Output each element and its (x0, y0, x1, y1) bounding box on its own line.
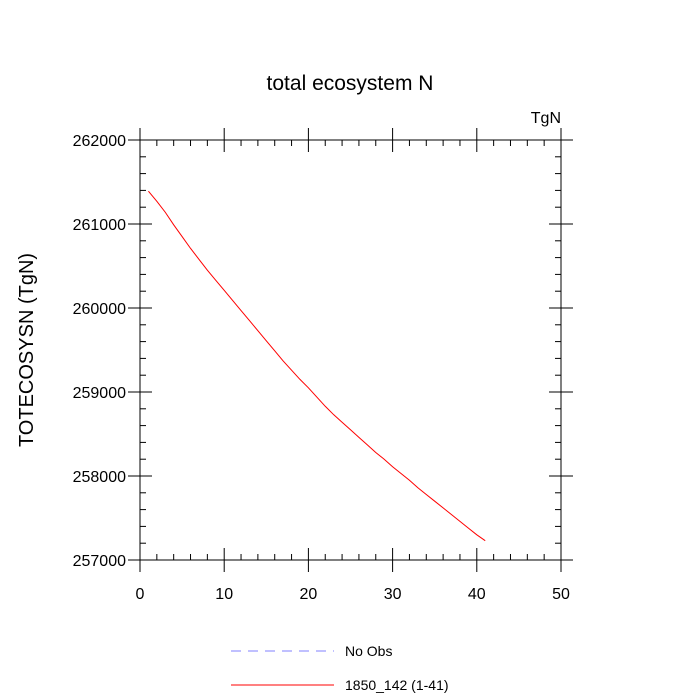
legend-label: 1850_142 (1-41) (345, 677, 449, 693)
y-axis-label: TOTECOSYSN (TgN) (16, 253, 38, 447)
y-tick-label: 260000 (73, 301, 126, 318)
chart-title: total ecosystem N (267, 72, 434, 95)
tick-labels: 0 10 20 30 40 50 257000 258000 259000 260000 26100… (73, 133, 570, 603)
x-tick-label: 50 (552, 586, 570, 603)
legend-label: No Obs (345, 643, 392, 659)
units-label: TgN (531, 110, 561, 127)
legend: No Obs 1850_142 (1-41) (231, 643, 449, 693)
x-tick-label: 0 (136, 586, 145, 603)
y-tick-label: 262000 (73, 133, 126, 150)
series-line (148, 190, 486, 542)
y-tick-label: 261000 (73, 217, 126, 234)
x-tick-label: 40 (468, 586, 486, 603)
series-layer (148, 190, 486, 542)
tick-marks (128, 128, 573, 572)
x-tick-label: 20 (300, 586, 318, 603)
plot-frame (139, 139, 562, 561)
y-tick-label: 259000 (73, 385, 126, 402)
y-tick-label: 258000 (73, 469, 126, 486)
y-tick-label: 257000 (73, 553, 126, 570)
x-tick-label: 10 (215, 586, 233, 603)
x-tick-label: 30 (384, 586, 402, 603)
